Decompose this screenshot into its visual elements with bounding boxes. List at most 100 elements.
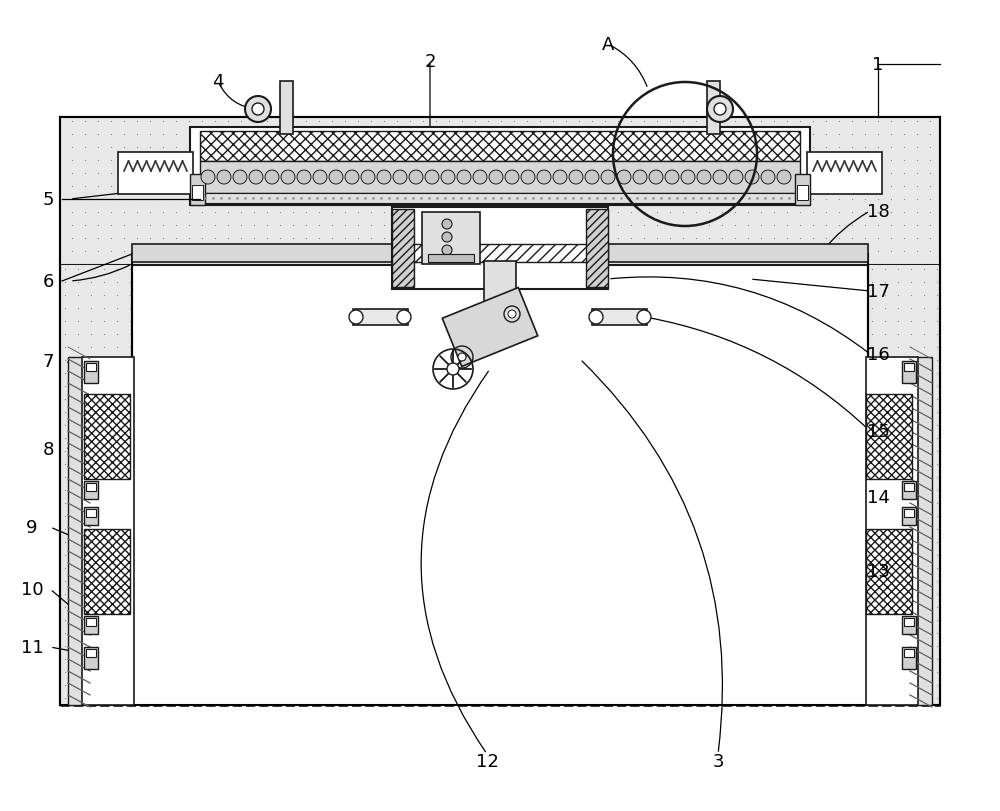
Bar: [902, 616, 916, 634]
Circle shape: [281, 171, 295, 185]
Circle shape: [761, 171, 775, 185]
Circle shape: [537, 171, 551, 185]
Circle shape: [745, 171, 759, 185]
Circle shape: [714, 104, 726, 116]
Bar: [592, 310, 647, 325]
Circle shape: [217, 171, 231, 185]
Bar: [392, 210, 414, 288]
Circle shape: [713, 171, 727, 185]
Bar: [84, 508, 98, 526]
Circle shape: [508, 311, 516, 319]
Bar: [280, 82, 293, 135]
Circle shape: [697, 171, 711, 185]
Bar: [86, 509, 96, 517]
Text: A: A: [602, 36, 614, 54]
Circle shape: [589, 311, 603, 324]
Circle shape: [441, 171, 455, 185]
Circle shape: [252, 104, 264, 116]
Bar: [902, 647, 916, 669]
Bar: [392, 245, 608, 263]
Text: 4: 4: [212, 73, 224, 91]
Text: 2: 2: [424, 53, 436, 71]
Circle shape: [521, 171, 535, 185]
Bar: [707, 82, 720, 135]
Text: 15: 15: [867, 423, 889, 440]
Bar: [904, 649, 914, 657]
Text: 5: 5: [42, 191, 54, 208]
Text: 8: 8: [42, 440, 54, 458]
Text: 13: 13: [867, 562, 889, 581]
Circle shape: [265, 171, 279, 185]
Text: 11: 11: [21, 638, 43, 656]
Circle shape: [393, 171, 407, 185]
Text: 1: 1: [872, 56, 884, 74]
Bar: [68, 358, 90, 705]
Bar: [84, 647, 98, 669]
Bar: [84, 362, 98, 384]
Text: 16: 16: [867, 345, 889, 363]
Circle shape: [617, 171, 631, 185]
Circle shape: [345, 171, 359, 185]
Text: 7: 7: [42, 353, 54, 371]
Bar: [904, 363, 914, 371]
Bar: [84, 530, 130, 614]
Circle shape: [442, 233, 452, 242]
Circle shape: [397, 311, 411, 324]
Circle shape: [361, 171, 375, 185]
Circle shape: [425, 171, 439, 185]
Bar: [807, 152, 882, 195]
Circle shape: [458, 354, 466, 362]
Circle shape: [377, 171, 391, 185]
Bar: [132, 245, 868, 263]
Bar: [866, 394, 912, 479]
Bar: [866, 530, 912, 614]
Bar: [60, 118, 940, 266]
Bar: [60, 266, 132, 705]
Bar: [190, 128, 810, 206]
Bar: [86, 363, 96, 371]
Bar: [86, 483, 96, 491]
Circle shape: [729, 171, 743, 185]
Circle shape: [297, 171, 311, 185]
Circle shape: [473, 171, 487, 185]
Bar: [82, 358, 134, 705]
Bar: [353, 310, 408, 325]
Circle shape: [201, 171, 215, 185]
Text: 10: 10: [21, 581, 43, 599]
Bar: [904, 618, 914, 626]
Circle shape: [447, 363, 459, 375]
Text: 12: 12: [476, 752, 498, 770]
Bar: [795, 175, 810, 206]
Polygon shape: [442, 288, 538, 367]
Bar: [904, 483, 914, 491]
Bar: [84, 482, 98, 500]
Bar: [392, 208, 608, 290]
Bar: [190, 175, 205, 206]
Bar: [86, 618, 96, 626]
Circle shape: [442, 220, 452, 230]
Bar: [868, 266, 940, 705]
Bar: [910, 358, 932, 705]
Bar: [200, 194, 800, 204]
Bar: [428, 255, 474, 263]
Bar: [200, 132, 800, 162]
Circle shape: [777, 171, 791, 185]
Circle shape: [409, 171, 423, 185]
Bar: [84, 616, 98, 634]
Circle shape: [601, 171, 615, 185]
Text: 18: 18: [867, 203, 889, 221]
Bar: [902, 508, 916, 526]
Bar: [586, 210, 608, 288]
Text: 14: 14: [867, 488, 889, 506]
Circle shape: [585, 171, 599, 185]
Bar: [86, 649, 96, 657]
Circle shape: [457, 171, 471, 185]
Circle shape: [329, 171, 343, 185]
Text: 3: 3: [712, 752, 724, 770]
Bar: [118, 152, 193, 195]
Bar: [192, 186, 203, 201]
Bar: [902, 482, 916, 500]
Circle shape: [569, 171, 583, 185]
Circle shape: [349, 311, 363, 324]
Bar: [422, 212, 480, 264]
